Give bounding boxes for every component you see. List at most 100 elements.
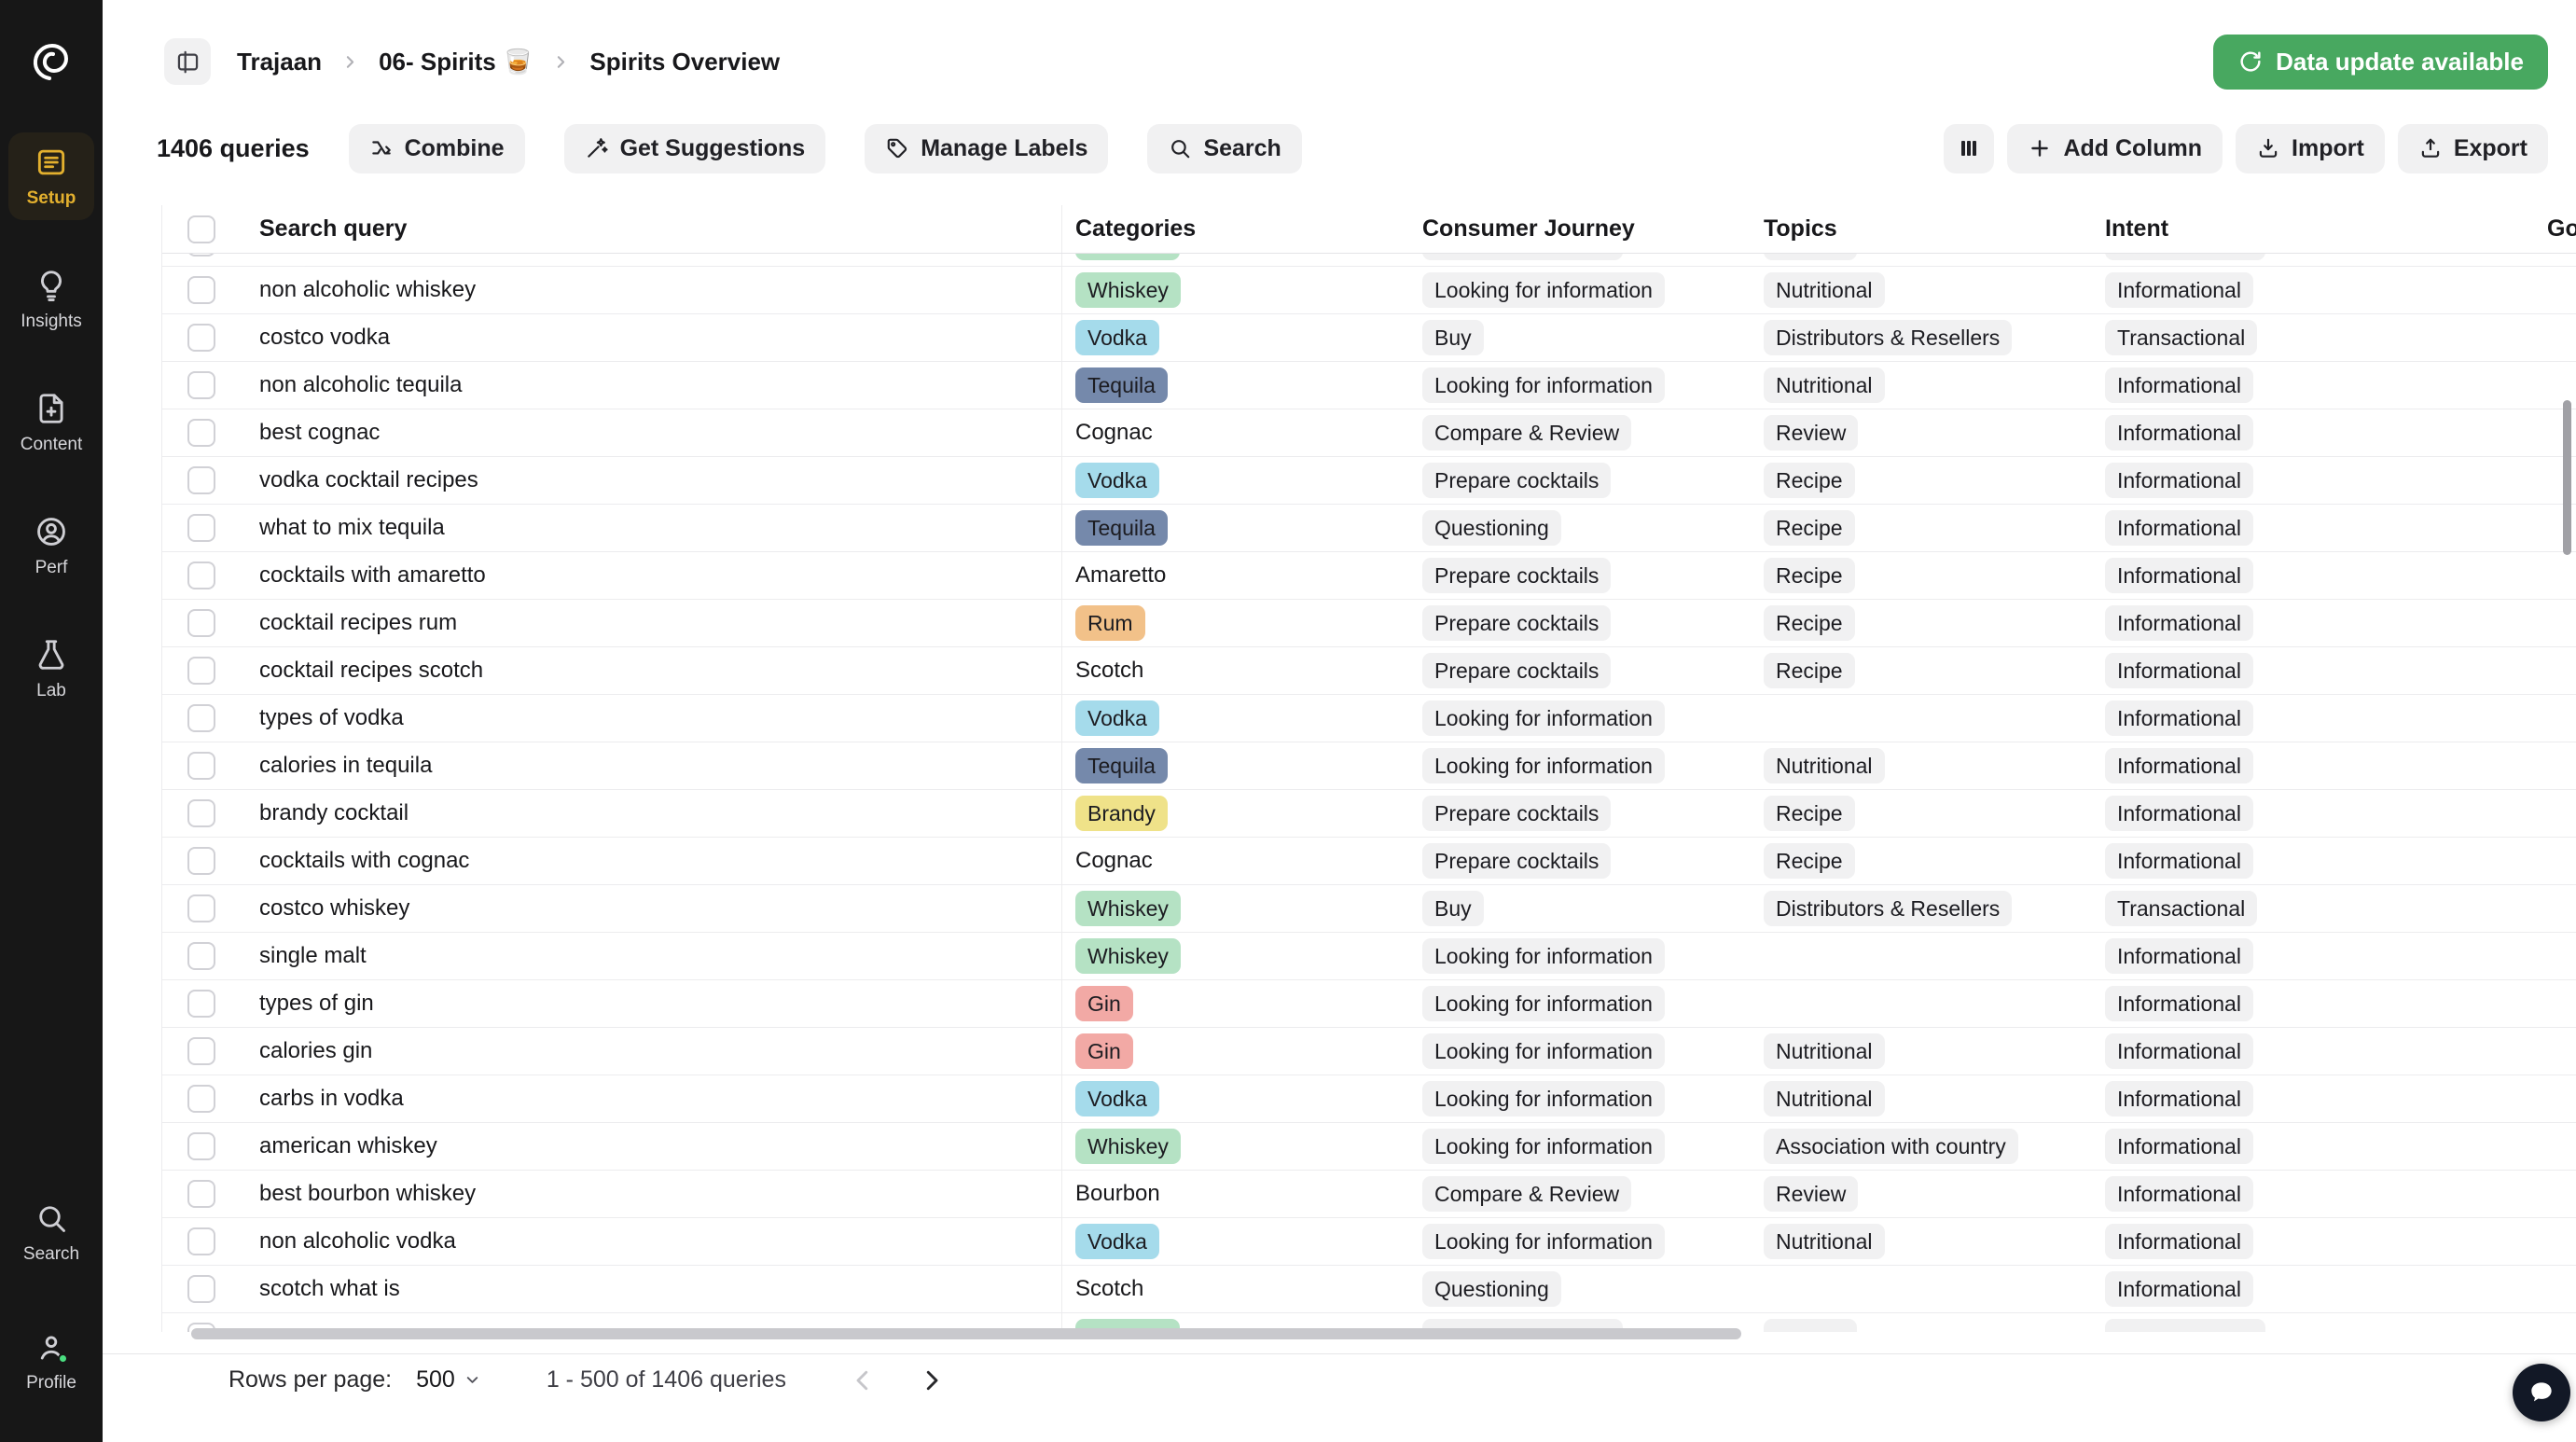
badge-skeleton <box>2105 254 2265 261</box>
topic-cell: Nutritional <box>1757 362 2098 409</box>
table-row[interactable]: calories gin Gin Looking for information Nu… <box>162 1028 2576 1075</box>
add-column-button[interactable]: Add Column <box>2007 123 2223 173</box>
query-text: cocktails with cognac <box>259 848 470 873</box>
sidebar-item-search[interactable]: Search <box>8 1188 94 1276</box>
intent-cell <box>2098 254 2541 266</box>
table-row[interactable]: non alcoholic vodka Vodka Looking for info… <box>162 1218 2576 1266</box>
row-checkbox[interactable] <box>187 799 215 827</box>
table-row[interactable]: cocktails with cognac Cognac Prepare cockt… <box>162 838 2576 885</box>
sidebar-item-perf[interactable]: Perf <box>8 502 94 589</box>
column-header-topics[interactable]: Topics <box>1764 215 1837 242</box>
column-header-go[interactable]: Go <box>2547 215 2576 242</box>
row-checkbox[interactable] <box>187 1227 215 1255</box>
breadcrumb-item-workspace[interactable]: Trajaan <box>237 47 323 76</box>
prev-page-button[interactable] <box>846 1364 879 1397</box>
row-checkbox[interactable] <box>187 371 215 399</box>
import-button[interactable]: Import <box>2236 123 2385 173</box>
vertical-scrollbar[interactable] <box>2563 400 2571 555</box>
go-cell <box>2541 600 2576 646</box>
rows-per-page-select[interactable]: 500 <box>416 1366 481 1393</box>
manage-labels-button[interactable]: Manage Labels <box>865 123 1109 173</box>
sidebar-item-insights[interactable]: Insights <box>8 256 94 343</box>
table-row[interactable]: scotch what is Scotch Questioning Informati… <box>162 1266 2576 1313</box>
row-checkbox[interactable] <box>187 990 215 1018</box>
next-page-button[interactable] <box>915 1364 949 1397</box>
chat-button[interactable] <box>2513 1364 2570 1421</box>
row-checkbox[interactable] <box>187 752 215 780</box>
row-checkbox[interactable] <box>187 1132 215 1160</box>
row-checkbox[interactable] <box>187 942 215 970</box>
export-button[interactable]: Export <box>2397 123 2548 173</box>
query-cell: costco vodka <box>259 314 1062 361</box>
get-suggestions-button[interactable]: Get Suggestions <box>563 123 826 173</box>
row-checkbox[interactable] <box>187 609 215 637</box>
sidebar-item-content[interactable]: Content <box>8 379 94 466</box>
row-checkbox[interactable] <box>187 254 215 257</box>
row-checkbox[interactable] <box>187 847 215 875</box>
row-checkbox[interactable] <box>187 324 215 352</box>
table-row[interactable]: non alcoholic whiskey Whiskey Looking for … <box>162 267 2576 314</box>
row-checkbox[interactable] <box>187 1037 215 1065</box>
row-select-cell <box>162 695 259 742</box>
intent-cell: Informational <box>2098 1171 2541 1217</box>
table-row[interactable]: non alcoholic tequila Tequila Looking for … <box>162 362 2576 409</box>
row-checkbox[interactable] <box>187 1323 215 1332</box>
table-row[interactable]: cocktail recipes rum Rum Prepare cocktails… <box>162 600 2576 647</box>
table-row[interactable]: costco vodka Vodka Buy Distributors & Resel… <box>162 314 2576 362</box>
row-select-cell <box>162 409 259 456</box>
row-checkbox[interactable] <box>187 704 215 732</box>
table-row[interactable]: cocktails with amaretto Amaretto Prepare c… <box>162 552 2576 600</box>
row-checkbox[interactable] <box>187 657 215 685</box>
row-checkbox[interactable] <box>187 562 215 589</box>
row-checkbox[interactable] <box>187 276 215 304</box>
search-button[interactable]: Search <box>1147 123 1302 173</box>
column-header-intent[interactable]: Intent <box>2105 215 2169 242</box>
table-row[interactable]: calories in tequila Tequila Looking for in… <box>162 742 2576 790</box>
table-row[interactable]: single malt Whiskey Looking for informatio… <box>162 933 2576 980</box>
table-row[interactable]: costco whiskey Whiskey Buy Distributors & R… <box>162 885 2576 933</box>
category-cell: Brandy <box>1062 790 1416 837</box>
table-row[interactable]: best cognac Cognac Compare & Review Review I… <box>162 409 2576 457</box>
table-row[interactable]: vodka cocktail recipes Vodka Prepare cockt… <box>162 457 2576 505</box>
breadcrumb-item-page[interactable]: Spirits Overview <box>589 47 781 76</box>
columns-button[interactable] <box>1944 123 1995 173</box>
intent-cell: Informational <box>2098 838 2541 884</box>
topic-badge: Recipe <box>1764 509 1855 547</box>
query-cell: single malt <box>259 933 1062 979</box>
row-checkbox[interactable] <box>187 1085 215 1113</box>
sidebar-toggle-button[interactable] <box>164 38 211 85</box>
sidebar-item-setup[interactable]: Setup <box>8 132 94 220</box>
table-row[interactable]: types of gin Gin Looking for information In… <box>162 980 2576 1028</box>
table-row[interactable]: what to mix tequila Tequila Questioning Rec… <box>162 505 2576 552</box>
combine-button[interactable]: Combine <box>348 123 525 173</box>
combine-label: Combine <box>404 134 505 161</box>
table-row[interactable]: best bourbon whiskey Bourbon Compare & Rev… <box>162 1171 2576 1218</box>
column-header-categories[interactable]: Categories <box>1075 215 1197 242</box>
column-header-search-query[interactable]: Search query <box>259 205 1062 253</box>
breadcrumb-item-project[interactable]: 06- Spirits 🥃 <box>379 47 533 76</box>
column-header-consumer-journey[interactable]: Consumer Journey <box>1422 215 1635 242</box>
horizontal-scrollbar[interactable] <box>191 1328 1741 1339</box>
row-select-cell <box>162 1028 259 1075</box>
intent-badge: Informational <box>2105 604 2253 642</box>
table-row[interactable]: types of vodka Vodka Looking for informati… <box>162 695 2576 742</box>
row-checkbox[interactable] <box>187 514 215 542</box>
sidebar-item-lab[interactable]: Lab <box>8 625 94 713</box>
select-all-checkbox[interactable] <box>187 215 215 243</box>
table-row[interactable]: cocktail recipes scotch Scotch Prepare coc… <box>162 647 2576 695</box>
table-row[interactable]: carbs in vodka Vodka Looking for informati… <box>162 1075 2576 1123</box>
journey-badge: Looking for information <box>1422 700 1665 737</box>
row-checkbox[interactable] <box>187 1275 215 1303</box>
row-checkbox[interactable] <box>187 419 215 447</box>
row-checkbox[interactable] <box>187 1180 215 1208</box>
data-update-button[interactable]: Data update available <box>2213 34 2548 90</box>
table-row[interactable]: american whiskey Whiskey Looking for infor… <box>162 1123 2576 1171</box>
category-badge: Rum <box>1075 604 1145 642</box>
topic-badge: Nutritional <box>1764 1033 1885 1070</box>
app-logo[interactable] <box>27 37 76 86</box>
row-checkbox[interactable] <box>187 894 215 922</box>
sidebar-item-label: Profile <box>26 1373 76 1393</box>
table-row[interactable]: brandy cocktail Brandy Prepare cocktails Re… <box>162 790 2576 838</box>
row-checkbox[interactable] <box>187 466 215 494</box>
sidebar-item-profile[interactable]: Profile <box>8 1317 94 1405</box>
